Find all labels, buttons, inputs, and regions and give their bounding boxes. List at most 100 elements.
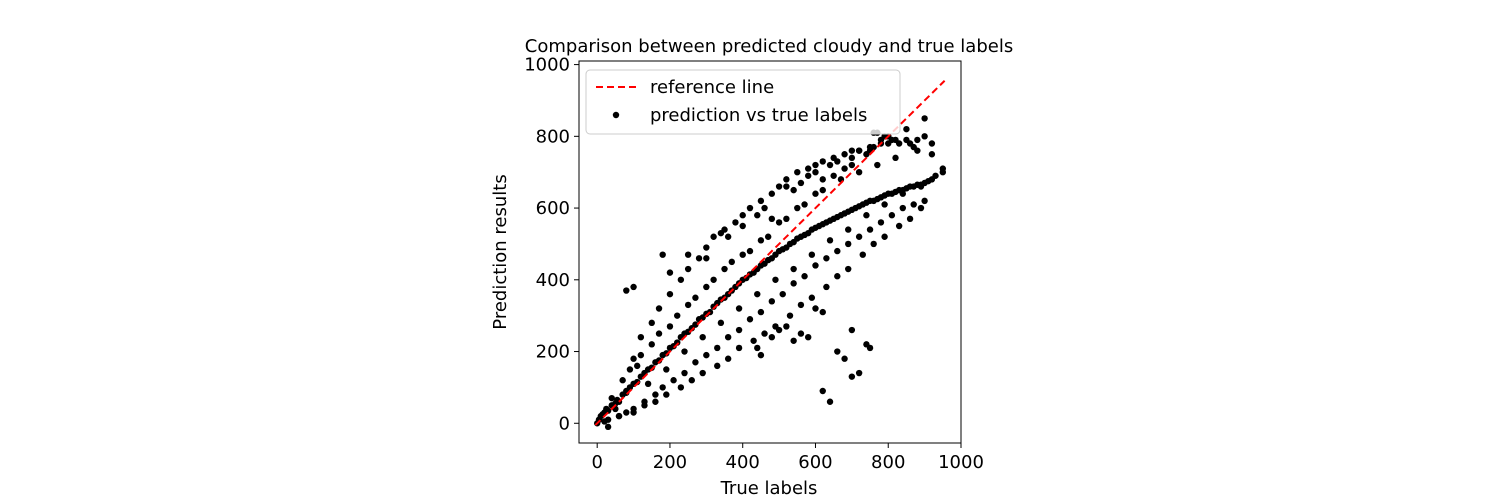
y-tick-label: 600 [536,198,570,219]
scatter-point [812,161,819,169]
scatter-point [841,165,848,172]
scatter-point [724,355,732,362]
scatter-point [699,333,706,341]
scatter-point [895,140,903,147]
x-tick-label: 0 [591,452,602,473]
scatter-point [895,222,903,230]
scatter-point [703,351,710,359]
scatter-point [775,326,783,334]
scatter-point [917,183,925,190]
scatter-point [794,168,801,176]
scatter-point [834,348,841,355]
axes-frame [578,60,962,444]
scatter-point [724,233,732,240]
scatter-point [808,294,816,301]
scatter-point [866,226,874,233]
scatter-point [754,212,761,219]
scatter-point [797,179,805,187]
scatter-point [619,377,626,384]
scatter-point [812,168,819,176]
y-tick-label: 800 [536,126,570,147]
scatter-point [757,237,765,244]
scatter-point [739,212,746,219]
scatter-point [797,330,805,337]
scatter-point [845,265,852,273]
scatter-point [812,190,819,197]
scatter-point [939,168,947,176]
scatter-point [801,273,808,280]
scatter-point [717,229,725,237]
scatter-point [757,308,765,316]
scatter-point [710,276,717,283]
scatter-point [623,287,630,294]
scatter-point [659,384,666,391]
scatter-point [666,290,674,298]
scatter-point [739,222,746,230]
scatter-point [695,255,703,262]
scatter-point [608,394,615,402]
legend-box [585,69,901,135]
scatter-point [735,305,743,312]
x-tick-label: 200 [653,452,687,473]
scatter-point [848,147,856,154]
scatter-point [859,251,866,258]
scatter-point [768,190,776,197]
scatter-point [739,251,746,258]
scatter-point [768,333,776,341]
scatter-point [819,387,826,395]
x-tick-label: 800 [871,452,905,473]
scatter-point [805,333,812,341]
scatter-point [714,344,721,352]
scatter-point [841,151,848,158]
reference-line [594,80,946,426]
scatter-point [714,362,721,370]
scatter-point [819,176,826,183]
scatter-point [652,398,659,405]
x-tick-label: 600 [798,452,832,473]
scatter-point [870,240,877,248]
scatter-point [732,219,739,226]
scatter-point [819,186,826,194]
scatter-point [626,366,634,373]
scatter-point [826,161,834,169]
scatter-point [819,158,826,165]
scatter-point [630,355,637,362]
scatter-point [834,158,841,165]
scatter-point [648,341,655,348]
scatter-point [790,265,797,273]
scatter-point [855,233,863,240]
scatter-point [812,262,819,269]
scatter-point [866,344,874,352]
scatter-point [630,283,637,291]
scatter-point [768,298,776,305]
scatter-point [783,176,790,183]
scatter-point [910,201,917,208]
legend-label-reference-line: reference line [650,77,774,98]
scatter-point [783,323,790,330]
scatter-point [819,308,826,316]
scatter-point [772,276,779,283]
scatter-point [823,283,830,291]
scatter-point [790,337,797,344]
scatter-point [917,204,925,212]
scatter-point [666,269,674,276]
scatter-point [703,283,710,291]
y-axis: 0 200 400 600 800 1000 [524,55,579,434]
scatter-point [692,359,699,366]
scatter-point [805,165,812,172]
scatter-point [797,301,805,309]
y-axis-label: Prediction results [490,174,511,329]
scatter-point [754,290,761,298]
scatter-point [604,407,612,414]
scatter-point [746,316,754,323]
scatter-point [761,330,768,337]
y-tick-label: 400 [536,270,570,291]
scatter-point [703,244,710,251]
legend-label-prediction: prediction vs true labels [650,105,867,126]
y-tick-label: 0 [559,413,570,434]
scatter-point [855,369,863,377]
scatter-point [692,321,699,328]
scatter-point [684,251,692,258]
scatter-point [757,351,765,359]
scatter-point [921,133,928,140]
